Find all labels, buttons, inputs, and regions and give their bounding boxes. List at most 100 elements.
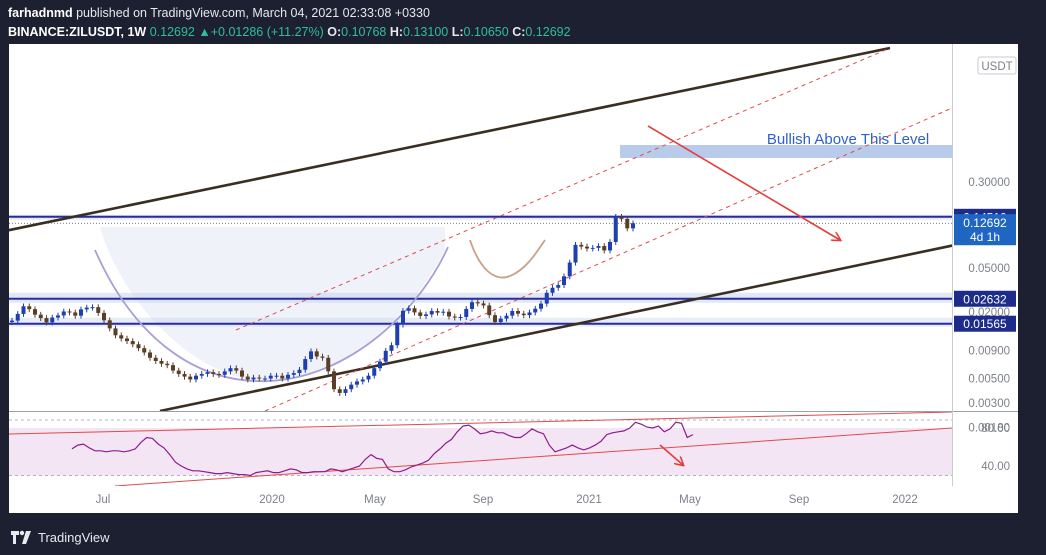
candle[interactable] — [602, 243, 607, 254]
candle[interactable] — [481, 300, 486, 309]
candle[interactable] — [142, 345, 147, 356]
candle[interactable] — [188, 373, 193, 383]
candle[interactable] — [378, 358, 382, 372]
candle[interactable] — [125, 335, 129, 345]
candle[interactable] — [493, 312, 497, 326]
candle[interactable] — [556, 282, 561, 291]
candle[interactable] — [596, 243, 601, 251]
candle[interactable] — [360, 376, 365, 385]
candle[interactable] — [165, 360, 170, 369]
candle[interactable] — [182, 371, 187, 380]
candle[interactable] — [608, 239, 612, 254]
candle[interactable] — [504, 312, 509, 322]
candle[interactable] — [153, 354, 158, 364]
candle[interactable] — [280, 372, 285, 382]
candle[interactable] — [573, 241, 578, 266]
candle[interactable] — [240, 367, 244, 380]
candle[interactable] — [102, 310, 106, 324]
candle[interactable] — [44, 315, 49, 326]
candle[interactable] — [176, 367, 181, 377]
candle[interactable] — [487, 302, 492, 319]
candle[interactable] — [533, 305, 538, 316]
candle[interactable] — [314, 348, 319, 360]
candle[interactable] — [562, 273, 566, 289]
candle[interactable] — [326, 354, 331, 375]
candle[interactable] — [418, 309, 423, 319]
candle[interactable] — [320, 353, 325, 361]
candle[interactable] — [113, 325, 118, 339]
candle[interactable] — [263, 375, 267, 382]
candle[interactable] — [205, 369, 210, 377]
candle[interactable] — [222, 368, 227, 378]
candle[interactable] — [579, 241, 584, 250]
candle[interactable] — [38, 311, 43, 322]
candle[interactable] — [27, 303, 32, 313]
candle[interactable] — [567, 259, 572, 280]
candle[interactable] — [303, 356, 308, 373]
time-axis[interactable] — [9, 486, 1018, 513]
candle[interactable] — [84, 304, 89, 313]
candle[interactable] — [447, 308, 451, 320]
candle[interactable] — [148, 349, 152, 361]
tradingview-logo[interactable]: TradingView — [10, 529, 110, 545]
candle[interactable] — [309, 348, 313, 363]
candle[interactable] — [15, 311, 20, 324]
candle[interactable] — [217, 371, 221, 378]
candle[interactable] — [452, 313, 457, 321]
candle[interactable] — [429, 308, 434, 318]
candle[interactable] — [21, 303, 26, 317]
candle[interactable] — [631, 220, 635, 232]
candle[interactable] — [228, 365, 233, 375]
candle[interactable] — [211, 369, 216, 377]
candle[interactable] — [194, 372, 198, 383]
candle[interactable] — [171, 362, 175, 374]
candle[interactable] — [349, 381, 354, 393]
candle[interactable] — [424, 311, 428, 319]
candle[interactable] — [199, 371, 204, 379]
candle[interactable] — [395, 321, 400, 349]
candle[interactable] — [464, 306, 469, 320]
candle[interactable] — [56, 312, 60, 321]
candle[interactable] — [550, 284, 555, 296]
rsi-axis[interactable] — [952, 412, 1018, 486]
candle[interactable] — [245, 373, 250, 383]
candle[interactable] — [527, 309, 532, 319]
candle[interactable] — [516, 308, 520, 317]
candle[interactable] — [435, 308, 440, 316]
candle[interactable] — [401, 307, 405, 328]
candle[interactable] — [475, 299, 480, 307]
candle[interactable] — [90, 304, 95, 311]
candle[interactable] — [96, 304, 101, 316]
candle[interactable] — [159, 358, 164, 367]
candle[interactable] — [234, 365, 239, 374]
candle[interactable] — [619, 214, 624, 222]
candle[interactable] — [251, 374, 256, 383]
currency-label[interactable]: USDT — [977, 56, 1017, 75]
candle[interactable] — [332, 368, 336, 393]
candle[interactable] — [291, 370, 296, 378]
candle[interactable] — [337, 386, 342, 396]
candle[interactable] — [366, 372, 371, 383]
candle[interactable] — [510, 308, 515, 319]
candle[interactable] — [268, 372, 273, 382]
candle[interactable] — [67, 308, 72, 316]
candle[interactable] — [136, 341, 141, 352]
candle[interactable] — [389, 342, 394, 354]
candle[interactable] — [343, 386, 348, 396]
candle[interactable] — [544, 290, 549, 307]
candle[interactable] — [412, 305, 417, 316]
candle[interactable] — [79, 306, 83, 319]
candle[interactable] — [107, 317, 112, 332]
candle[interactable] — [355, 378, 359, 388]
candle[interactable] — [119, 332, 124, 342]
candle[interactable] — [33, 306, 37, 318]
candle[interactable] — [61, 308, 66, 319]
candle[interactable] — [441, 308, 446, 316]
symbol-label[interactable]: BINANCE:ZILUSDT, 1W — [8, 25, 147, 39]
candle[interactable] — [470, 299, 474, 312]
candle[interactable] — [383, 348, 388, 365]
candle[interactable] — [274, 372, 279, 379]
candle[interactable] — [406, 305, 411, 314]
candle[interactable] — [130, 338, 135, 348]
